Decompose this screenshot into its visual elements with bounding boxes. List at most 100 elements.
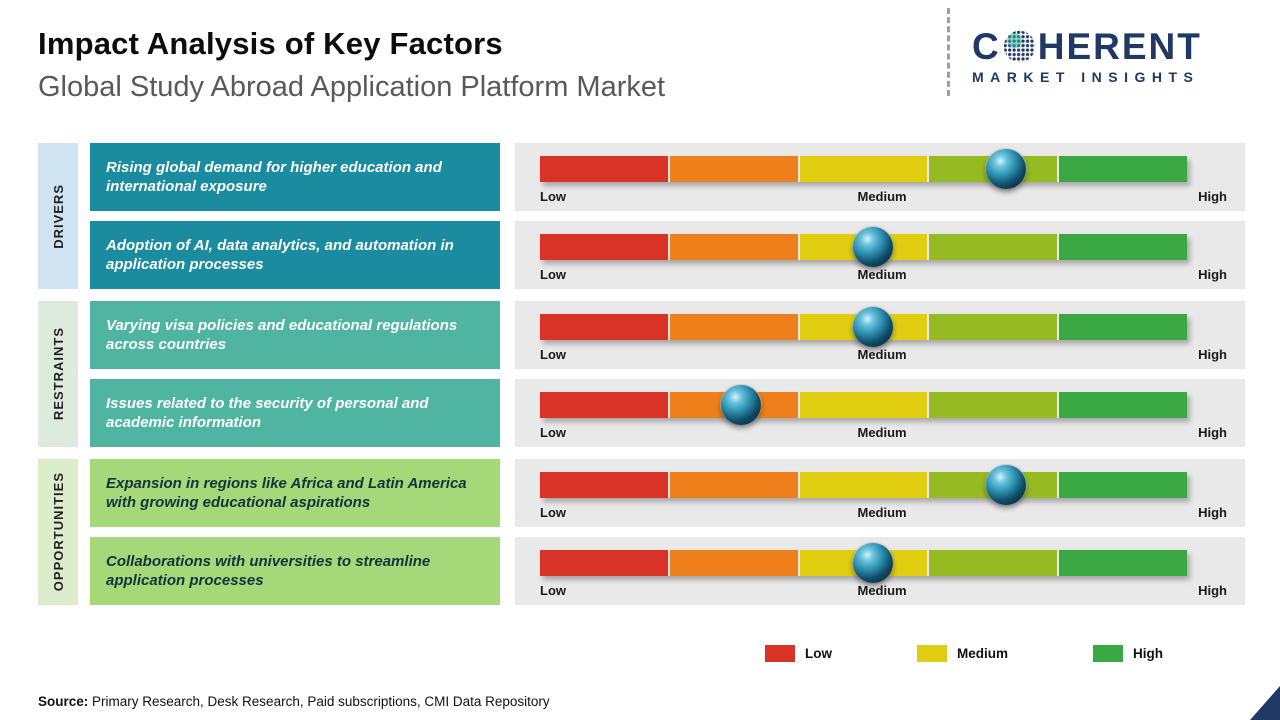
scale-high-label: High bbox=[1198, 347, 1227, 362]
impact-marker bbox=[853, 307, 894, 347]
bar-segment-high bbox=[1059, 314, 1187, 340]
impact-marker bbox=[985, 465, 1026, 505]
brand-letter-c: C bbox=[972, 26, 1001, 67]
bar-segment-medium-high bbox=[929, 234, 1058, 260]
scale-low-label: Low bbox=[540, 347, 566, 362]
bar-segment-low bbox=[540, 234, 668, 260]
bar-segment-low bbox=[540, 472, 668, 498]
brand-logo-wordmark: C HERENT bbox=[972, 28, 1264, 65]
bar-segment-medium bbox=[799, 472, 928, 498]
impact-bar-panel: Low Medium High bbox=[515, 143, 1245, 211]
impact-gradient-bar bbox=[540, 149, 1187, 189]
group-opportunities: OPPORTUNITIES Expansion in regions like … bbox=[38, 459, 1245, 605]
impact-bar-panel: Low Medium High bbox=[515, 221, 1245, 289]
scale-labels: Low Medium High bbox=[540, 583, 1227, 598]
category-strip-drivers: DRIVERS bbox=[38, 143, 78, 289]
scale-low-label: Low bbox=[540, 425, 566, 440]
scale-medium-label: Medium bbox=[857, 505, 907, 520]
scale-labels: Low Medium High bbox=[540, 267, 1227, 282]
brand-logo: C HERENT MARKET INSIGHTS bbox=[972, 28, 1264, 85]
factor-row: Adoption of AI, data analytics, and auto… bbox=[90, 221, 1245, 289]
bar-segment-low-medium bbox=[669, 156, 798, 182]
impact-gradient-bar bbox=[540, 307, 1187, 347]
bar-segment-low-medium bbox=[669, 234, 798, 260]
impact-gradient-bar bbox=[540, 385, 1187, 425]
impact-bar-panel: Low Medium High bbox=[515, 537, 1245, 605]
factor-label-box: Issues related to the security of person… bbox=[90, 379, 500, 447]
scale-medium-label: Medium bbox=[857, 347, 907, 362]
bar-segment-high bbox=[1059, 156, 1187, 182]
corner-decoration bbox=[1250, 686, 1280, 720]
factor-label-box: Expansion in regions like Africa and Lat… bbox=[90, 459, 500, 527]
source-label: Source: bbox=[38, 694, 89, 709]
group-restraints: RESTRAINTS Varying visa policies and edu… bbox=[38, 301, 1245, 447]
impact-marker bbox=[985, 149, 1026, 189]
legend-item-low: Low bbox=[765, 645, 832, 662]
scale-medium-label: Medium bbox=[857, 189, 907, 204]
bar-segment-low-medium bbox=[669, 550, 798, 576]
bar-segment-high bbox=[1059, 234, 1187, 260]
factor-row: Varying visa policies and educational re… bbox=[90, 301, 1245, 369]
bar-segment-high bbox=[1059, 550, 1187, 576]
scale-medium-label: Medium bbox=[857, 425, 907, 440]
factor-row: Expansion in regions like Africa and Lat… bbox=[90, 459, 1245, 527]
legend-label-low: Low bbox=[805, 646, 832, 661]
scale-labels: Low Medium High bbox=[540, 189, 1227, 204]
scale-high-label: High bbox=[1198, 189, 1227, 204]
bar-segment-medium-high bbox=[929, 392, 1058, 418]
scale-low-label: Low bbox=[540, 583, 566, 598]
legend-item-high: High bbox=[1093, 645, 1163, 662]
category-strip-opportunities: OPPORTUNITIES bbox=[38, 459, 78, 605]
bar-segment-low-medium bbox=[669, 472, 798, 498]
scale-labels: Low Medium High bbox=[540, 505, 1227, 520]
brand-tagline: MARKET INSIGHTS bbox=[972, 69, 1200, 85]
factor-row: Collaborations with universities to stre… bbox=[90, 537, 1245, 605]
bar-segment-medium bbox=[799, 156, 928, 182]
bar-segment-high bbox=[1059, 472, 1187, 498]
impact-marker bbox=[853, 543, 894, 583]
impact-bar-panel: Low Medium High bbox=[515, 301, 1245, 369]
globe-icon bbox=[1003, 30, 1036, 63]
category-label-opportunities: OPPORTUNITIES bbox=[50, 472, 66, 592]
impact-marker bbox=[720, 385, 761, 425]
impact-gradient-bar bbox=[540, 543, 1187, 583]
bar-segment-medium bbox=[799, 392, 928, 418]
scale-labels: Low Medium High bbox=[540, 425, 1227, 440]
legend-swatch-high bbox=[1093, 645, 1124, 662]
category-strip-restraints: RESTRAINTS bbox=[38, 301, 78, 447]
scale-medium-label: Medium bbox=[857, 583, 907, 598]
scale-medium-label: Medium bbox=[857, 267, 907, 282]
brand-letters-rest: HERENT bbox=[1037, 26, 1202, 67]
scale-low-label: Low bbox=[540, 505, 566, 520]
impact-gradient-bar bbox=[540, 227, 1187, 267]
category-label-restraints: RESTRAINTS bbox=[50, 327, 66, 421]
factor-label-box: Rising global demand for higher educatio… bbox=[90, 143, 500, 211]
legend-label-high: High bbox=[1133, 646, 1164, 661]
impact-bar-panel: Low Medium High bbox=[515, 379, 1245, 447]
legend: Low Medium High bbox=[765, 645, 1163, 662]
scale-low-label: Low bbox=[540, 267, 566, 282]
factor-label-box: Collaborations with universities to stre… bbox=[90, 537, 500, 605]
bar-segment-low bbox=[540, 314, 668, 340]
source-text: Primary Research, Desk Research, Paid su… bbox=[88, 694, 550, 709]
source-note: Source: Primary Research, Desk Research,… bbox=[38, 694, 550, 709]
category-label-drivers: DRIVERS bbox=[50, 183, 66, 249]
factor-groups: DRIVERS Rising global demand for higher … bbox=[38, 143, 1245, 605]
impact-marker bbox=[853, 227, 894, 267]
page-title: Impact Analysis of Key Factors bbox=[38, 26, 503, 61]
legend-label-medium: Medium bbox=[957, 646, 1009, 661]
bar-segment-high bbox=[1059, 392, 1187, 418]
factor-label-box: Adoption of AI, data analytics, and auto… bbox=[90, 221, 500, 289]
page-subtitle: Global Study Abroad Application Platform… bbox=[38, 71, 666, 103]
scale-low-label: Low bbox=[540, 189, 566, 204]
header: Impact Analysis of Key Factors Global St… bbox=[38, 26, 665, 104]
bar-segment-medium-high bbox=[929, 550, 1058, 576]
bar-segment-low-medium bbox=[669, 314, 798, 340]
bar-segment-low bbox=[540, 392, 668, 418]
legend-item-medium: Medium bbox=[917, 645, 1008, 662]
scale-high-label: High bbox=[1198, 583, 1227, 598]
legend-swatch-low bbox=[765, 645, 795, 662]
group-drivers: DRIVERS Rising global demand for higher … bbox=[38, 143, 1245, 289]
bar-segment-low bbox=[540, 550, 668, 576]
